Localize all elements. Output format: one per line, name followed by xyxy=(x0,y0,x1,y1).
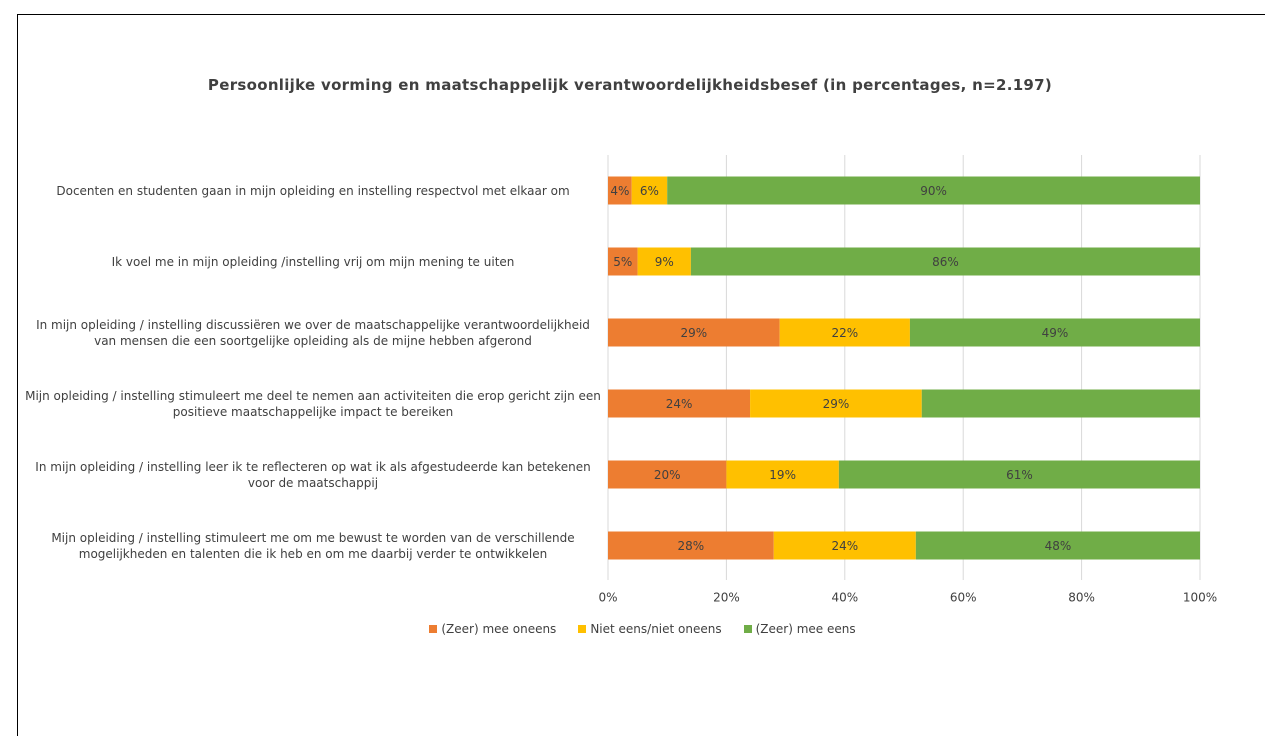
bar-segment xyxy=(631,176,668,205)
legend-item: (Zeer) mee oneens xyxy=(429,622,556,636)
data-label: 5% xyxy=(613,255,632,269)
bar-segment xyxy=(779,318,910,347)
bar-segment xyxy=(921,389,1200,418)
bar-segment xyxy=(667,176,1200,205)
bar-segment xyxy=(608,389,751,418)
bar-segment xyxy=(608,176,632,205)
data-label: 4% xyxy=(610,184,629,198)
bar-segment xyxy=(690,247,1200,276)
data-label: 61% xyxy=(1006,468,1033,482)
data-label: 24% xyxy=(666,397,693,411)
category-label: Ik voel me in mijn opleiding /instelling… xyxy=(111,254,515,269)
data-label: 48% xyxy=(1045,539,1072,553)
legend-label: Niet eens/niet oneens xyxy=(590,622,722,636)
bar-segment xyxy=(838,460,1200,489)
data-label: 9% xyxy=(655,255,674,269)
legend-swatch xyxy=(429,625,438,633)
bar-segment xyxy=(915,531,1200,560)
data-label: 86% xyxy=(932,255,959,269)
category-label: Mijn opleiding / instelling stimuleert m… xyxy=(25,388,601,419)
x-tick-label: 0% xyxy=(598,591,617,605)
data-label: 22% xyxy=(831,326,858,340)
legend-item: Niet eens/niet oneens xyxy=(578,622,722,636)
x-tick-label: 60% xyxy=(950,591,977,605)
legend-label: (Zeer) mee eens xyxy=(755,622,856,636)
x-tick-label: 80% xyxy=(1068,591,1095,605)
bar-segment xyxy=(909,318,1200,347)
bar-segment xyxy=(608,318,780,347)
bar-segment xyxy=(750,389,922,418)
category-label: Docenten en studenten gaan in mijn oplei… xyxy=(56,183,570,198)
bar-segment xyxy=(608,531,774,560)
legend: (Zeer) mee oneens Niet eens/niet oneens (Z… xyxy=(10,622,1265,636)
legend-label: (Zeer) mee oneens xyxy=(441,622,557,636)
data-label: 49% xyxy=(1042,326,1069,340)
chart-frame xyxy=(17,14,1265,736)
x-tick-label: 40% xyxy=(831,591,858,605)
category-label: In mijn opleiding / instelling leer ik t… xyxy=(35,459,591,490)
category-label: In mijn opleiding / instelling discussië… xyxy=(36,317,590,348)
x-tick-label: 20% xyxy=(713,591,740,605)
data-label: 19% xyxy=(769,468,796,482)
data-label: 29% xyxy=(681,326,708,340)
data-label: 28% xyxy=(678,539,705,553)
chart-title: Persoonlijke vorming en maatschappelijk … xyxy=(207,76,1053,94)
data-label: 6% xyxy=(640,184,659,198)
bar-segment xyxy=(726,460,839,489)
legend-item: (Zeer) mee eens xyxy=(743,622,856,636)
x-tick-label: 100% xyxy=(1183,591,1217,605)
category-label: Mijn opleiding / instelling stimuleert m… xyxy=(51,530,575,561)
legend-swatch xyxy=(578,625,587,633)
data-label: 20% xyxy=(654,468,681,482)
bar-segment xyxy=(637,247,691,276)
data-label: 90% xyxy=(920,184,947,198)
legend-swatch xyxy=(743,625,752,633)
data-label: 29% xyxy=(823,397,850,411)
data-label: 24% xyxy=(831,539,858,553)
bar-segment xyxy=(608,247,638,276)
bar-segment xyxy=(608,460,727,489)
bar-segment xyxy=(773,531,916,560)
